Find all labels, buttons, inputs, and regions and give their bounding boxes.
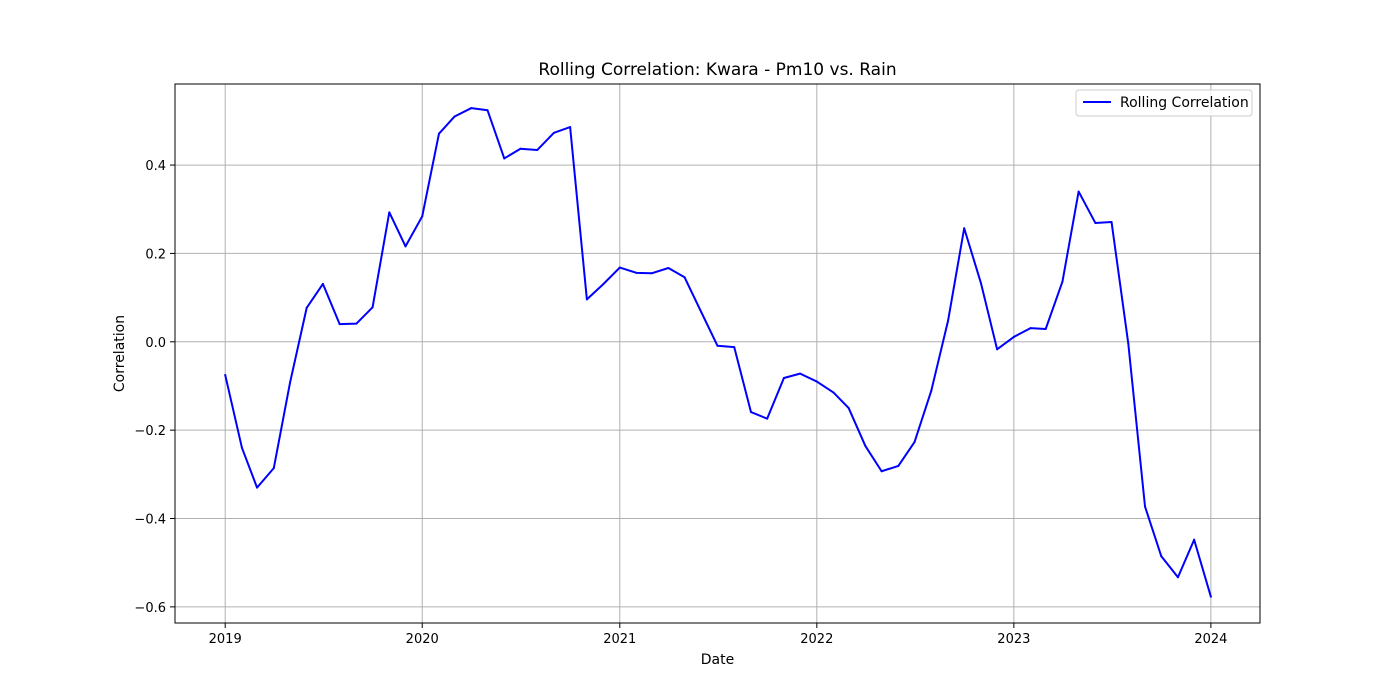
data-point — [1094, 221, 1097, 224]
data-point — [913, 441, 916, 444]
data-point — [683, 276, 686, 279]
data-point — [1029, 327, 1032, 330]
data-point — [864, 445, 867, 448]
data-point — [1127, 342, 1130, 345]
y-tick-label: 0.4 — [145, 159, 166, 174]
data-point — [716, 344, 719, 347]
data-point — [1209, 595, 1212, 598]
data-point — [388, 211, 391, 214]
data-point — [355, 322, 358, 325]
y-tick-label: −0.4 — [134, 513, 166, 528]
data-point — [947, 320, 949, 323]
data-point — [437, 132, 440, 135]
x-tick-label: 2020 — [406, 632, 439, 647]
legend-label: Rolling Correlation — [1120, 95, 1249, 111]
data-point — [486, 109, 489, 112]
data-point — [305, 306, 308, 309]
data-point — [1193, 538, 1196, 541]
data-point — [832, 391, 835, 394]
data-point — [321, 282, 324, 285]
data-point — [288, 381, 291, 384]
data-point — [256, 486, 259, 489]
data-point — [1160, 555, 1163, 558]
y-tick-label: −0.6 — [134, 601, 166, 616]
data-point — [1012, 335, 1015, 338]
data-point — [585, 298, 588, 301]
data-point — [963, 227, 966, 230]
data-point — [749, 411, 752, 414]
data-point — [880, 470, 883, 473]
data-point — [618, 266, 621, 269]
y-tick-label: 0.0 — [145, 336, 166, 351]
data-point — [847, 407, 850, 410]
grid-layer — [175, 84, 1260, 623]
data-point — [1176, 576, 1179, 579]
data-point — [272, 467, 275, 470]
data-point — [799, 372, 802, 375]
data-point — [667, 267, 670, 270]
data-point — [930, 389, 933, 392]
data-point — [536, 149, 539, 152]
x-axis-title: Date — [701, 652, 734, 668]
data-point — [519, 147, 522, 150]
data-point — [453, 115, 456, 118]
data-point — [224, 373, 227, 376]
data-point — [1110, 221, 1113, 224]
data-point — [1077, 190, 1080, 193]
data-point — [650, 272, 653, 275]
data-point — [240, 446, 243, 449]
data-point — [371, 306, 374, 309]
data-point — [421, 215, 424, 218]
chart-title: Rolling Correlation: Kwara - Pm10 vs. Ra… — [538, 60, 896, 80]
line-layer — [224, 107, 1212, 598]
data-point — [404, 245, 407, 248]
data-point — [700, 311, 703, 314]
data-point — [602, 283, 605, 286]
data-point — [552, 131, 555, 134]
tick-layer: 2019 2020 2021 2022 2023 2024 −0.6 −0.4 −0.2 0.0 0… — [134, 159, 1227, 647]
data-point — [1144, 505, 1147, 508]
x-tick-label: 2024 — [1194, 632, 1227, 647]
x-tick-label: 2023 — [997, 632, 1030, 647]
x-tick-label: 2022 — [800, 632, 833, 647]
data-point — [782, 377, 785, 380]
plot-frame — [174, 83, 1261, 624]
data-point — [503, 157, 506, 160]
data-point — [470, 107, 473, 110]
data-point — [815, 380, 818, 383]
x-tick-label: 2019 — [209, 632, 242, 647]
x-tick-label: 2021 — [603, 632, 636, 647]
data-point — [569, 126, 572, 129]
legend-box — [1075, 89, 1253, 117]
data-point — [1044, 327, 1047, 330]
legend: Rolling Correlation — [1075, 89, 1253, 117]
data-point — [766, 417, 769, 420]
data-point — [733, 346, 736, 349]
data-point — [979, 282, 982, 285]
y-tick-label: −0.2 — [134, 424, 166, 439]
data-point — [897, 464, 900, 467]
data-point — [996, 348, 999, 351]
data-point — [635, 271, 638, 274]
y-axis-title: Correlation — [112, 315, 128, 392]
y-tick-label: 0.2 — [145, 247, 166, 262]
data-point — [338, 323, 341, 326]
data-point — [1061, 280, 1064, 283]
